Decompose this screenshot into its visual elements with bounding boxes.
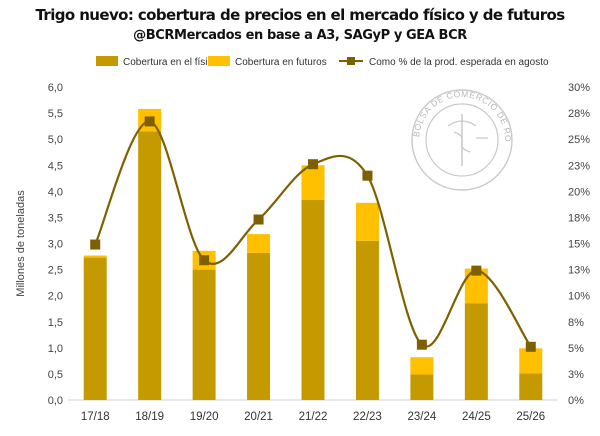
seal-outer-ring [411, 89, 513, 191]
bar-fisico-17-18 [83, 257, 107, 400]
x-tick-label: 22/23 [353, 411, 382, 423]
x-tick-label: 23/24 [407, 411, 436, 423]
y-tick-label: 5,0 [48, 134, 63, 146]
pct-marker-24-25 [471, 265, 482, 276]
y2-tick-label: 28% [568, 108, 590, 120]
legend-label-3: Como % de la prod. esperada en agosto [369, 57, 549, 68]
legend-label-1: Cobertura en el físico [123, 57, 218, 68]
y-tick-label: 4,5 [48, 160, 63, 172]
y-tick-label: 0,5 [48, 369, 63, 381]
x-tick-label: 17/18 [81, 411, 110, 423]
pct-marker-17-18 [90, 239, 101, 250]
x-tick-label: 21/22 [299, 411, 328, 423]
y-tick-label: 3,5 [48, 212, 63, 224]
seal-inner-ring [425, 103, 499, 177]
seal-text: BOLSA DE COMERCIO DE ROSARIO [0, 0, 513, 142]
x-tick-label: 20/21 [244, 411, 273, 423]
bar-futuros-21-22 [301, 165, 325, 200]
y-tick-label: 1,5 [48, 317, 63, 329]
bar-fisico-21-22 [301, 199, 325, 400]
bcr-seal-watermark: BOLSA DE COMERCIO DE ROSARIO [0, 0, 513, 191]
y-tick-label: 2,0 [48, 291, 63, 303]
y2-tick-label: 18% [568, 212, 590, 224]
bar-fisico-19-20 [192, 269, 216, 400]
bar-series [83, 108, 543, 400]
y-tick-label: 5,5 [48, 108, 63, 120]
bar-futuros-22-23 [355, 202, 379, 241]
y2-tick-label: 15% [568, 239, 590, 251]
pct-marker-23-24 [416, 339, 427, 350]
y2-tick-label: 5% [568, 343, 584, 355]
x-tick-label: 24/25 [462, 411, 491, 423]
y-tick-label: 2,5 [48, 265, 63, 277]
bar-futuros-24-25 [464, 268, 488, 304]
bar-fisico-23-24 [410, 374, 434, 400]
line-series [90, 116, 536, 352]
legend-marker-swatch [347, 57, 355, 65]
seal-wings [447, 120, 477, 127]
chart-subtitle: @BCRMercados en base a A3, SAGyP y GEA B… [133, 28, 467, 43]
y2-tick-label: 23% [568, 160, 590, 172]
x-tick-label: 19/20 [190, 411, 219, 423]
pct-marker-18-19 [144, 116, 155, 127]
bar-futuros-25-26 [519, 348, 543, 374]
seal-snake [453, 131, 471, 153]
y-axis-title: Millones de toneladas [15, 190, 27, 297]
legend-swatch-2 [208, 56, 230, 66]
bar-fisico-18-19 [138, 131, 162, 400]
pct-marker-22-23 [362, 170, 373, 181]
legend-swatch-1 [96, 56, 118, 66]
y-tick-label: 1,0 [48, 343, 63, 355]
bar-futuros-17-18 [83, 255, 107, 258]
y2-tick-label: 3% [568, 369, 584, 381]
y2-tick-label: 20% [568, 186, 590, 198]
pct-marker-25-26 [525, 341, 536, 352]
y-tick-label: 3,0 [48, 239, 63, 251]
y2-tick-label: 0% [568, 395, 584, 407]
bar-fisico-20-21 [247, 252, 271, 400]
y2-tick-label: 13% [568, 265, 590, 277]
y-tick-label: 6,0 [48, 82, 63, 94]
bar-futuros-23-24 [410, 357, 434, 375]
bar-fisico-22-23 [355, 240, 379, 400]
bar-futuros-20-21 [247, 234, 271, 253]
y2-tick-label: 10% [568, 291, 590, 303]
x-tick-label: 18/19 [135, 411, 164, 423]
y-tick-label: 4,0 [48, 186, 63, 198]
pct-marker-20-21 [253, 214, 264, 225]
y2-tick-label: 8% [568, 317, 584, 329]
y2-tick-label: 30% [568, 82, 590, 94]
chart-title: Trigo nuevo: cobertura de precios en el … [35, 6, 565, 24]
pct-marker-21-22 [308, 159, 318, 170]
y-tick-label: 0,0 [48, 395, 63, 407]
pct-marker-19-20 [199, 255, 210, 266]
x-tick-label: 25/26 [516, 411, 545, 423]
chart-legend: Cobertura en el físico Cobertura en futur… [96, 56, 549, 68]
legend-label-2: Cobertura en futuros [235, 57, 327, 68]
bar-fisico-25-26 [519, 373, 543, 400]
bar-fisico-24-25 [464, 303, 488, 400]
y2-tick-label: 25% [568, 134, 590, 146]
